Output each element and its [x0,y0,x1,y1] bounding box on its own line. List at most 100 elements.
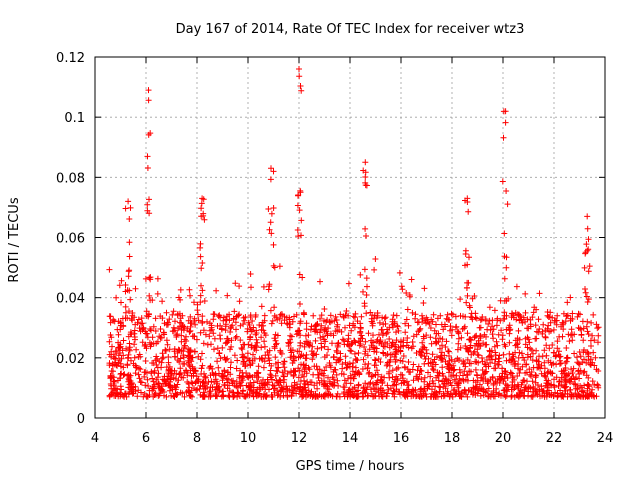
data-point [348,327,355,334]
data-point [466,336,473,343]
data-point [374,377,381,384]
data-point [575,368,582,375]
data-point [244,350,251,357]
data-point [213,392,220,399]
data-point [498,373,505,380]
data-point [254,378,261,385]
data-point [185,387,191,394]
data-point [366,381,373,387]
data-point [528,347,535,353]
data-point [182,342,188,349]
data-point [342,324,348,331]
data-point [140,393,147,400]
data-point [409,339,416,345]
data-point [546,345,553,352]
data-point [197,240,204,247]
data-point [202,331,209,338]
data-point [154,374,161,381]
data-point [559,319,566,326]
data-point [145,87,152,94]
data-point [193,373,200,380]
data-point [403,316,410,323]
data-point [314,345,321,352]
data-point [284,370,291,377]
data-point [419,315,426,322]
data-point [438,393,445,400]
data-point [514,344,521,351]
data-point [296,73,303,80]
data-point [562,387,569,394]
data-point [415,376,422,383]
data-point [171,346,178,352]
data-point [342,359,349,366]
data-point [115,377,121,384]
data-point [590,311,597,318]
data-point [473,315,480,322]
data-point [461,359,468,366]
data-point [436,383,443,390]
data-point [536,388,543,394]
data-point [464,279,471,286]
data-point [481,331,488,338]
data-point [595,382,602,389]
data-point [337,350,344,357]
data-point [208,326,215,333]
data-point [466,254,472,261]
data-point [110,389,117,396]
data-point [156,358,163,365]
data-point [364,283,370,290]
data-point [506,330,513,337]
data-point [139,326,146,333]
data-point [270,262,277,269]
data-point [138,315,145,322]
data-point [278,311,285,317]
data-point [559,370,566,377]
data-point [236,283,243,290]
data-point [448,382,455,389]
data-point [124,315,131,321]
data-point [198,265,205,272]
data-point [254,339,261,346]
data-point [321,383,327,390]
data-point [404,382,411,389]
data-point [227,371,234,378]
data-point [295,365,302,372]
data-point [242,314,249,320]
data-point [274,332,281,339]
data-point [534,382,541,388]
data-point [177,286,184,293]
data-point [252,343,259,350]
data-point [340,384,347,390]
data-point [110,381,117,387]
data-point [477,374,484,381]
data-point [313,363,320,370]
data-point [261,338,268,345]
data-point [341,377,348,384]
data-point [570,380,577,387]
data-point [384,382,391,389]
data-point [244,373,251,380]
data-point [267,176,274,183]
data-point [540,321,547,328]
data-point [385,370,392,377]
data-point [537,393,543,400]
data-point [463,299,470,306]
data-point [569,370,576,376]
data-point [290,373,297,379]
y-tick-label: 0.1 [64,111,85,126]
data-point [418,368,425,374]
data-point [236,298,243,305]
data-point [403,378,410,385]
data-point [451,366,458,373]
data-point [455,335,462,342]
data-point [456,366,463,373]
data-point [585,331,592,338]
data-point [264,349,271,355]
data-point [133,364,140,371]
data-point [474,372,481,379]
data-point [364,365,371,372]
data-point [343,308,350,314]
data-point [146,292,153,299]
data-point [206,333,213,340]
data-point [437,335,443,342]
